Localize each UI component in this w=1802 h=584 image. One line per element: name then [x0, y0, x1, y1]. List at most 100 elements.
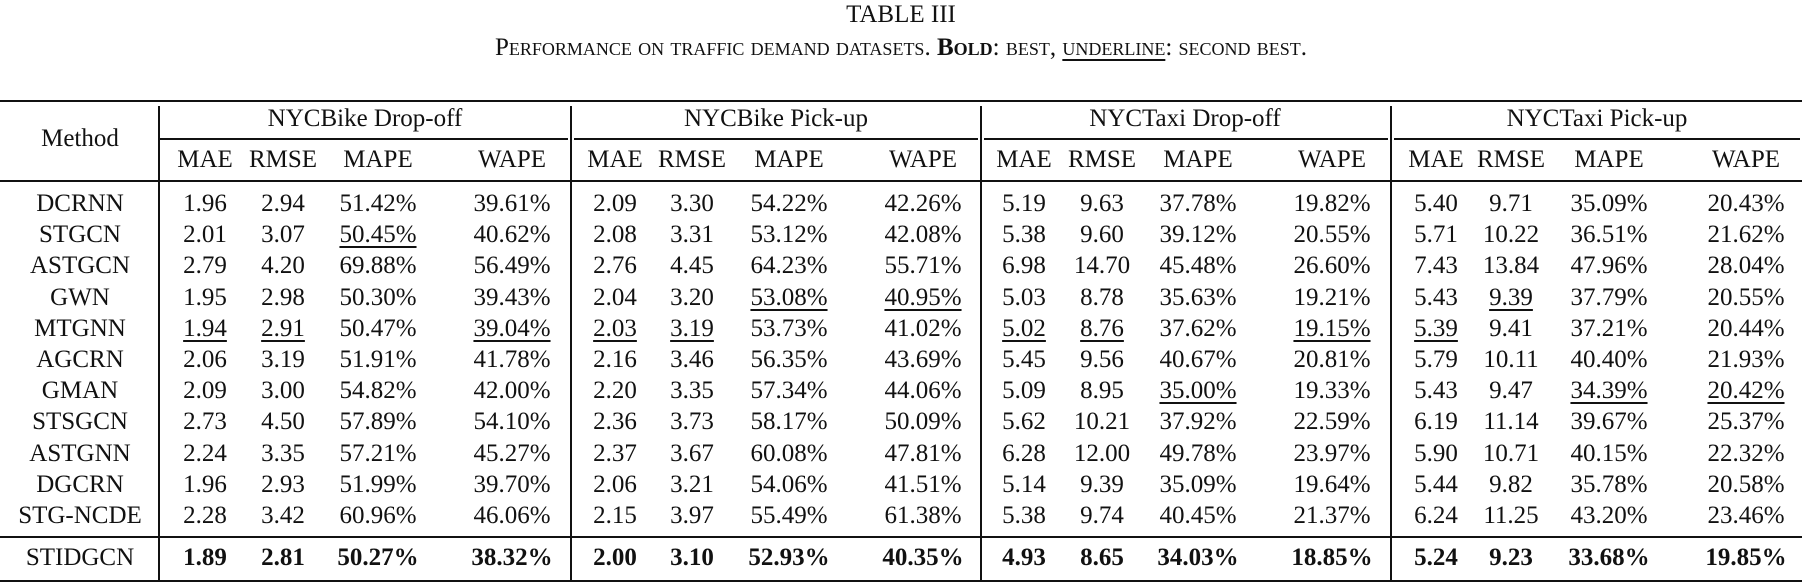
value-cell: 57.34% — [750, 377, 828, 405]
value-cell: 53.08% — [750, 283, 828, 311]
value-cell: 25.37% — [1707, 408, 1785, 436]
value-cell: 20.44% — [1707, 314, 1785, 342]
value-cell: 35.78% — [1570, 470, 1648, 498]
value-cell: 28.04% — [1707, 252, 1785, 280]
value-cell: 2.79 — [183, 252, 227, 280]
caption-underline-word: underline — [1062, 34, 1166, 61]
value-cell: 3.20 — [670, 283, 714, 311]
value-cell: 12.00 — [1073, 439, 1131, 467]
value-cell: 19.64% — [1293, 470, 1371, 498]
value-cell: 2.76 — [593, 252, 637, 280]
method-name: MTGNN — [34, 314, 126, 342]
value-cell: 2.36 — [593, 408, 637, 436]
value-cell: 54.10% — [473, 408, 551, 436]
value-cell-best: 40.35% — [882, 544, 964, 571]
value-cell: 42.26% — [884, 190, 962, 217]
value-cell: 9.71 — [1489, 190, 1533, 217]
value-cell: 19.21% — [1293, 283, 1371, 311]
value-cell: 1.95 — [183, 283, 227, 311]
value-cell: 39.61% — [473, 190, 551, 217]
final-row-rule — [0, 536, 1802, 538]
value-cell-best: 33.68% — [1568, 544, 1650, 571]
value-cell: 2.09 — [593, 190, 637, 217]
value-cell: 40.40% — [1570, 346, 1648, 373]
value-cell: 60.08% — [750, 439, 828, 467]
value-cell: 3.30 — [670, 190, 714, 217]
metric-header: MAE — [1408, 146, 1464, 173]
value-cell: 5.03 — [1002, 283, 1046, 311]
value-cell: 35.63% — [1159, 283, 1237, 311]
value-cell: 34.39% — [1570, 377, 1648, 405]
value-cell: 40.15% — [1570, 439, 1648, 467]
value-cell-best: 19.85% — [1705, 544, 1787, 571]
value-cell: 53.12% — [750, 221, 828, 249]
value-cell: 46.06% — [473, 502, 551, 529]
value-cell: 39.70% — [473, 470, 551, 498]
value-cell: 20.58% — [1707, 470, 1785, 498]
value-cell: 3.67 — [670, 439, 714, 467]
method-name: DCRNN — [36, 190, 124, 217]
value-cell: 47.81% — [884, 439, 962, 467]
value-cell: 35.09% — [1159, 470, 1237, 498]
value-cell: 56.49% — [473, 252, 551, 280]
value-cell: 3.31 — [670, 221, 714, 249]
value-cell: 9.56 — [1080, 346, 1124, 373]
group-cmidrule — [160, 138, 568, 140]
value-cell: 42.08% — [884, 221, 962, 249]
top-rule — [0, 100, 1802, 102]
table-subtitle: Performance on traffic demand datasets. … — [0, 32, 1802, 64]
header-rule — [0, 180, 1802, 182]
value-cell: 50.30% — [339, 283, 417, 311]
value-cell: 37.79% — [1570, 283, 1648, 311]
value-cell: 5.45 — [1002, 346, 1046, 373]
value-cell: 50.09% — [884, 408, 962, 436]
method-name: STIDGCN — [25, 544, 135, 571]
value-cell: 45.48% — [1159, 252, 1237, 280]
value-cell: 3.07 — [261, 221, 305, 249]
value-cell: 20.55% — [1293, 221, 1371, 249]
value-cell: 37.21% — [1570, 314, 1648, 342]
value-cell: 2.98 — [261, 283, 305, 311]
value-cell: 21.62% — [1707, 221, 1785, 249]
value-cell: 5.02 — [1002, 314, 1046, 342]
value-cell-best: 2.81 — [261, 544, 305, 571]
value-cell: 51.91% — [339, 346, 417, 373]
value-cell: 9.41 — [1489, 314, 1533, 342]
value-cell-best: 3.10 — [670, 544, 714, 571]
method-name: GMAN — [41, 377, 119, 405]
value-cell-best: 38.32% — [471, 544, 553, 571]
value-cell: 36.51% — [1570, 221, 1648, 249]
metric-header: RMSE — [248, 146, 318, 173]
metric-header: MAPE — [754, 146, 824, 173]
metric-header: WAPE — [1711, 146, 1781, 173]
value-cell: 11.25 — [1483, 502, 1539, 529]
value-cell: 64.23% — [750, 252, 828, 280]
value-cell: 23.97% — [1293, 439, 1371, 467]
value-cell: 4.45 — [670, 252, 714, 280]
value-cell: 6.28 — [1002, 439, 1046, 467]
value-cell-best: 4.93 — [1002, 544, 1046, 571]
method-name: STG-NCDE — [18, 502, 142, 529]
value-cell: 20.81% — [1293, 346, 1371, 373]
caption-underline-rest: : second best. — [1165, 34, 1308, 61]
value-cell-best: 9.23 — [1489, 544, 1533, 571]
value-cell-best: 8.65 — [1080, 544, 1124, 571]
value-cell: 3.21 — [670, 470, 714, 498]
value-cell: 2.24 — [183, 439, 227, 467]
value-cell: 51.42% — [339, 190, 417, 217]
method-header: Method — [41, 125, 119, 152]
caption-bold-rest: : best, — [992, 34, 1063, 61]
value-cell: 35.09% — [1570, 190, 1648, 217]
metric-header: WAPE — [477, 146, 547, 173]
bottom-rule — [0, 580, 1802, 582]
value-cell: 5.38 — [1002, 502, 1046, 529]
value-cell: 2.04 — [593, 283, 637, 311]
value-cell: 39.43% — [473, 283, 551, 311]
value-cell: 2.91 — [261, 314, 305, 342]
value-cell: 5.14 — [1002, 470, 1046, 498]
value-cell-best: 1.89 — [183, 544, 227, 571]
value-cell: 61.38% — [884, 502, 962, 529]
value-cell: 1.96 — [183, 470, 227, 498]
value-cell: 2.93 — [261, 470, 305, 498]
value-cell: 8.95 — [1080, 377, 1124, 405]
